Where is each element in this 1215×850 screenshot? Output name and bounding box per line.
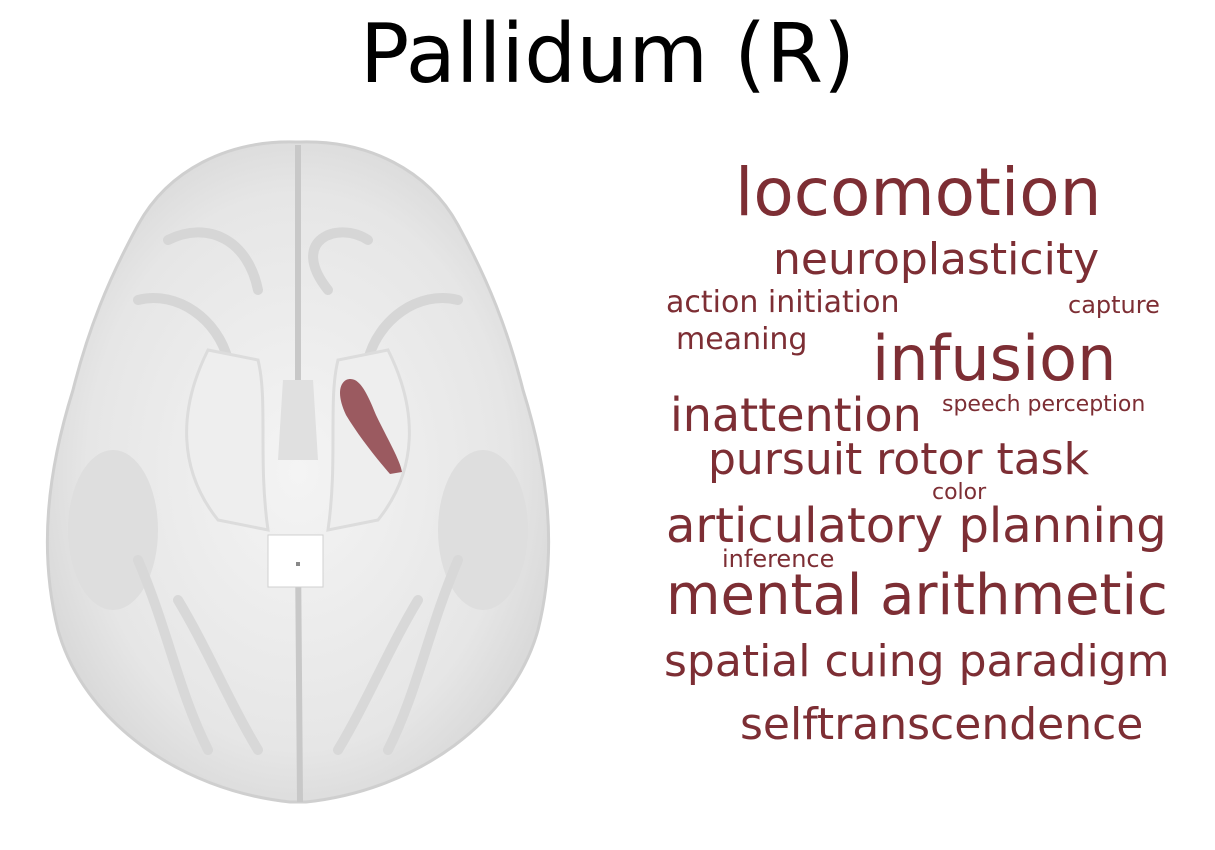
- word-selftranscendence: selftranscendence: [740, 699, 1144, 750]
- word-inference: inference: [722, 545, 835, 573]
- word-inattention: inattention: [670, 388, 922, 442]
- word-neuroplasticity: neuroplasticity: [773, 234, 1100, 285]
- word-locomotion: locomotion: [735, 154, 1102, 231]
- word-cloud: locomotion neuroplasticity action initia…: [640, 150, 1210, 770]
- word-articulatory-planning: articulatory planning: [666, 498, 1167, 554]
- page-title: Pallidum (R): [359, 7, 856, 102]
- word-spatial-cuing-paradigm: spatial cuing paradigm: [664, 636, 1170, 687]
- word-color: color: [932, 480, 987, 505]
- word-action-initiation: action initiation: [666, 285, 900, 320]
- word-infusion: infusion: [872, 322, 1117, 395]
- pallidum-region: [340, 379, 402, 474]
- word-speech-perception: speech perception: [942, 392, 1146, 417]
- brain-slice-image: [45, 140, 551, 804]
- word-meaning: meaning: [676, 322, 808, 357]
- word-mental-arithmetic: mental arithmetic: [666, 563, 1168, 628]
- word-pursuit-rotor-task: pursuit rotor task: [708, 434, 1090, 485]
- word-capture: capture: [1068, 291, 1160, 319]
